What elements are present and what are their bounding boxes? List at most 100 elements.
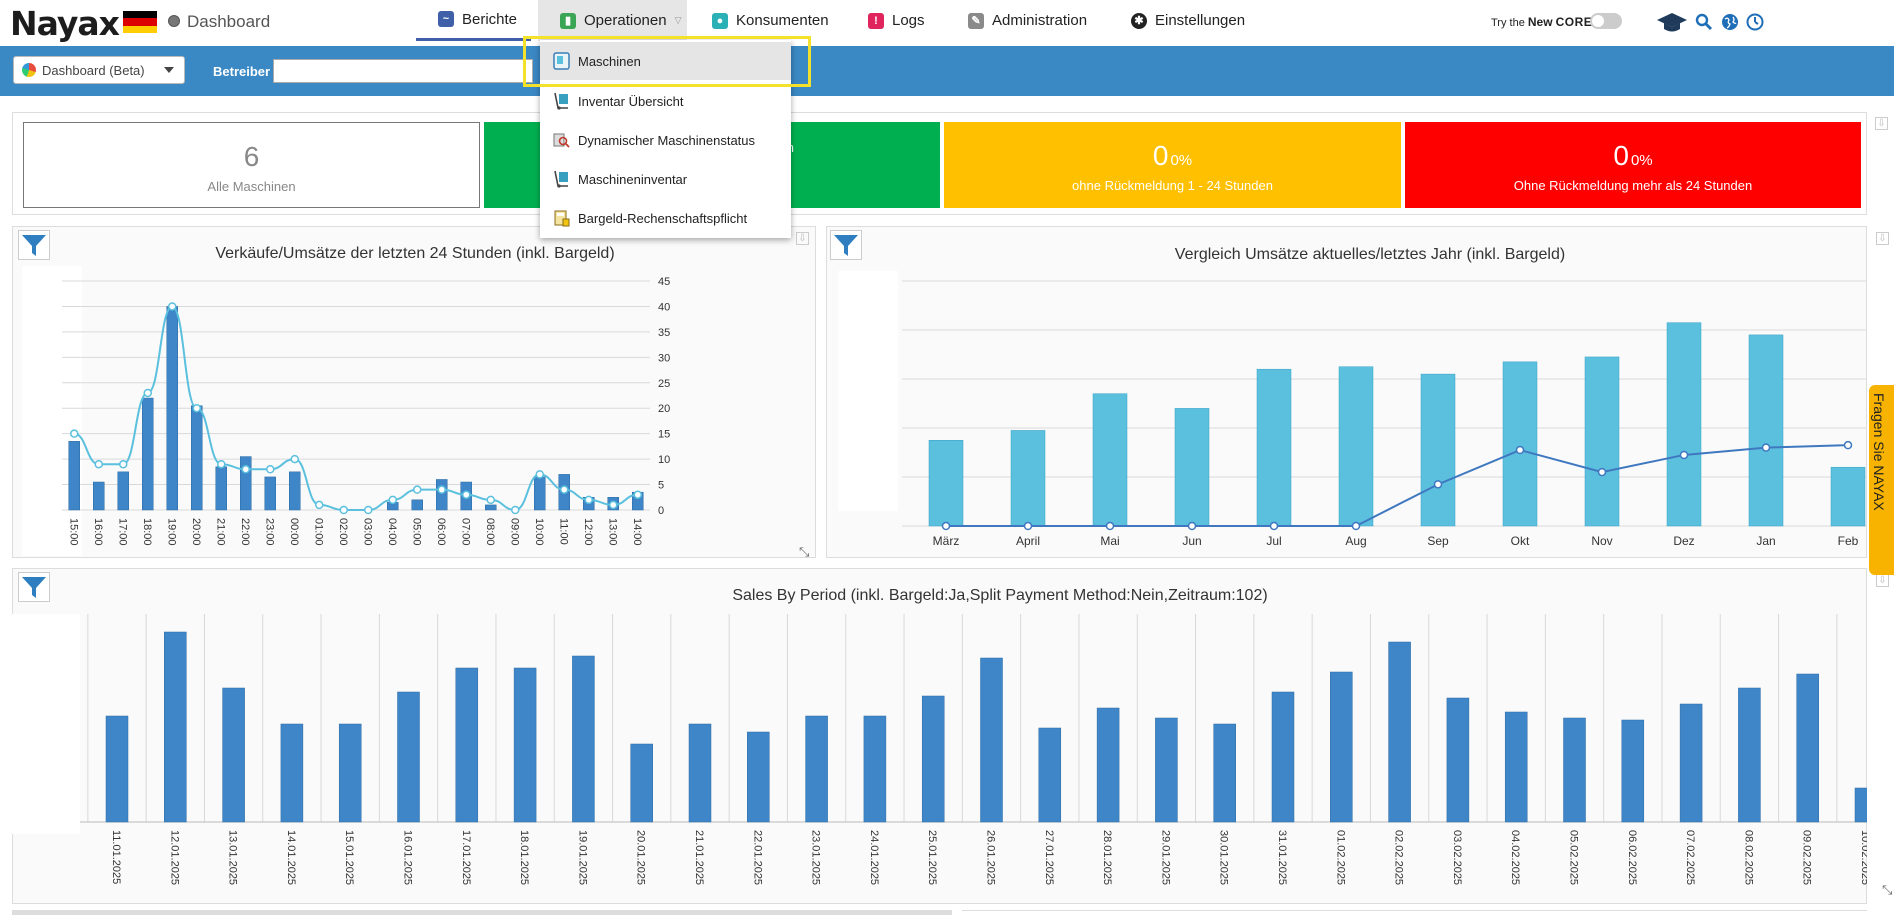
chart3-xtick-label: 09.02.2025 (1801, 830, 1813, 885)
clock-icon[interactable] (1746, 13, 1764, 31)
chart1-point (560, 485, 569, 494)
chart1-bar (191, 405, 203, 511)
menu-item-bargeld-rechenschaftspflicht[interactable]: Bargeld-Rechenschaftspflicht (540, 199, 791, 237)
nav-konsumenten[interactable]: ● Konsumenten (712, 0, 829, 41)
nav-berichte[interactable]: ~ Berichte (416, 0, 531, 41)
download-icon[interactable]: ⇩ (796, 232, 809, 245)
chart2-point (1023, 521, 1033, 531)
chart1-xtick-label: 12:00 (582, 518, 594, 546)
filter-button[interactable] (18, 230, 50, 260)
chart1-point (609, 500, 618, 510)
chart2-point (1351, 521, 1361, 531)
betreiber-input[interactable] (273, 59, 533, 83)
chart1-bar (117, 471, 129, 511)
chart1-ytick-label: 30 (658, 352, 670, 364)
resize-icon[interactable]: ⤡ (1882, 882, 1893, 897)
chart2-bar (1420, 373, 1456, 527)
stat-no-response-1-24h-value: 0 (1152, 140, 1169, 171)
chart1-point (315, 500, 324, 510)
download-icon[interactable]: ⇩ (1875, 117, 1888, 130)
chart3-bar (1038, 727, 1062, 823)
chart1-bar (411, 499, 423, 511)
chart3-xtick-label: 07.02.2025 (1684, 830, 1696, 885)
chart2-point (1679, 450, 1689, 460)
chart3-xtick-label: 28.01.2025 (1101, 830, 1113, 885)
chart1-ytick-label: 0 (658, 505, 664, 517)
chart1-svg: 0 5 10 15 20 25 30 35 40 45 15:00 16:00 17:00 18:00 19… (22, 266, 670, 556)
chart2-bar (1256, 368, 1292, 527)
dashboard-select[interactable]: Dashboard (Beta) (13, 56, 185, 84)
chart1-xtick-label: 22:00 (239, 518, 251, 546)
chart3-xtick-label: 06.02.2025 (1626, 830, 1638, 885)
dashboard-icon (168, 15, 180, 27)
nav-administration[interactable]: ✎ Administration (968, 0, 1087, 41)
resize-icon[interactable]: ⤡ (799, 544, 810, 559)
menu-item-maschineninventar[interactable]: Maschineninventar (540, 160, 791, 198)
download-icon[interactable]: ⇩ (1876, 232, 1889, 245)
chart2-bar (1584, 356, 1620, 527)
menu-item-maschinen[interactable]: Maschinen (540, 42, 791, 80)
chart3-xtick-label: 13.01.2025 (227, 830, 239, 885)
ask-nayax-tab[interactable]: Fragen Sie NAYAX (1869, 385, 1894, 575)
search-icon[interactable] (1695, 13, 1713, 31)
chart3-xtick-label: 14.01.2025 (285, 830, 297, 885)
menu-item-dynamischer-maschinenstatus-label: Dynamischer Maschinenstatus (578, 132, 756, 148)
chart1-bar (142, 397, 154, 511)
filter-icon (834, 235, 858, 256)
stat-all-machines[interactable]: 6 Alle Maschinen (23, 122, 480, 208)
chart2-xtick-label: März (933, 534, 960, 548)
stat-no-response-over-24h[interactable]: 0 0% Ohne Rückmeldung mehr als 24 Stunden (1405, 122, 1861, 208)
filter-button[interactable] (18, 572, 50, 602)
chart3-bar (1213, 723, 1236, 823)
menu-item-dynamischer-maschinenstatus[interactable]: Dynamischer Maschinenstatus (540, 121, 791, 159)
chart1-ytick-label: 35 (658, 327, 670, 339)
download-icon[interactable]: ⇩ (1876, 574, 1889, 587)
chart1-xtick-label: 06:00 (435, 518, 447, 546)
chart1-point (266, 465, 275, 474)
german-flag-icon[interactable] (123, 11, 157, 33)
filter-icon (22, 235, 46, 256)
chart3-xtick-label: 04.02.2025 (1509, 830, 1521, 885)
chart3-bar (688, 723, 712, 823)
globe-icon[interactable] (1721, 13, 1739, 31)
filter-button[interactable] (830, 230, 862, 260)
chart1-ytick-label: 45 (658, 276, 670, 288)
chart2-point (1515, 445, 1525, 455)
chart3-bar (1621, 719, 1645, 823)
chart3-xtick-label: 12.01.2025 (168, 830, 180, 885)
chart1-xtick-label: 19:00 (165, 518, 177, 546)
chart2-bar (1092, 393, 1128, 527)
nav-logs[interactable]: ! Logs (868, 0, 925, 41)
chart1-ytick-label: 15 (658, 429, 670, 441)
chart1-point (413, 485, 422, 494)
menu-item-inventar-uebersicht[interactable]: Inventar Übersicht (540, 82, 791, 120)
chart2-bar (1748, 334, 1784, 527)
chart1-xtick-label: 16:00 (92, 518, 104, 546)
chart1-point (584, 495, 593, 505)
chart1-xtick-label: 09:00 (508, 518, 520, 546)
chart1-xtick-label: 20:00 (190, 518, 202, 546)
gear-icon: ✱ (1131, 12, 1147, 29)
nayax-logo[interactable]: Nayax (10, 4, 120, 43)
nav-operationen[interactable]: ▮ Operationen ▽ (538, 0, 687, 41)
chart1-ytick-label: 40 (658, 301, 670, 313)
graduation-cap-icon[interactable] (1656, 11, 1688, 35)
nav-einstellungen[interactable]: ✱ Einstellungen (1131, 0, 1245, 41)
machine-search-icon (553, 133, 570, 148)
stat-no-response-1-24h[interactable]: 0 0% ohne Rückmeldung 1 - 24 Stunden (944, 122, 1401, 208)
chart3-bar (1738, 687, 1761, 823)
chart3-bar (1563, 717, 1586, 823)
try-new-core-label: Try the New CORE (1491, 15, 1593, 29)
new-core-toggle[interactable] (1590, 13, 1622, 29)
chart2-xtick-label: Jan (1756, 534, 1775, 548)
chart1-xtick-label: 03:00 (361, 518, 373, 546)
chart1-point (486, 495, 495, 505)
stat-no-response-over-24h-value: 0 (1613, 140, 1629, 171)
chart1-bar (240, 456, 252, 511)
chart3-bar (1796, 673, 1819, 823)
hand-truck-icon (554, 92, 568, 110)
chart1-xtick-label: 17:00 (116, 518, 128, 546)
chart2-bar (1830, 466, 1866, 527)
chart1-point (70, 429, 79, 438)
chart1-bar (534, 476, 546, 511)
